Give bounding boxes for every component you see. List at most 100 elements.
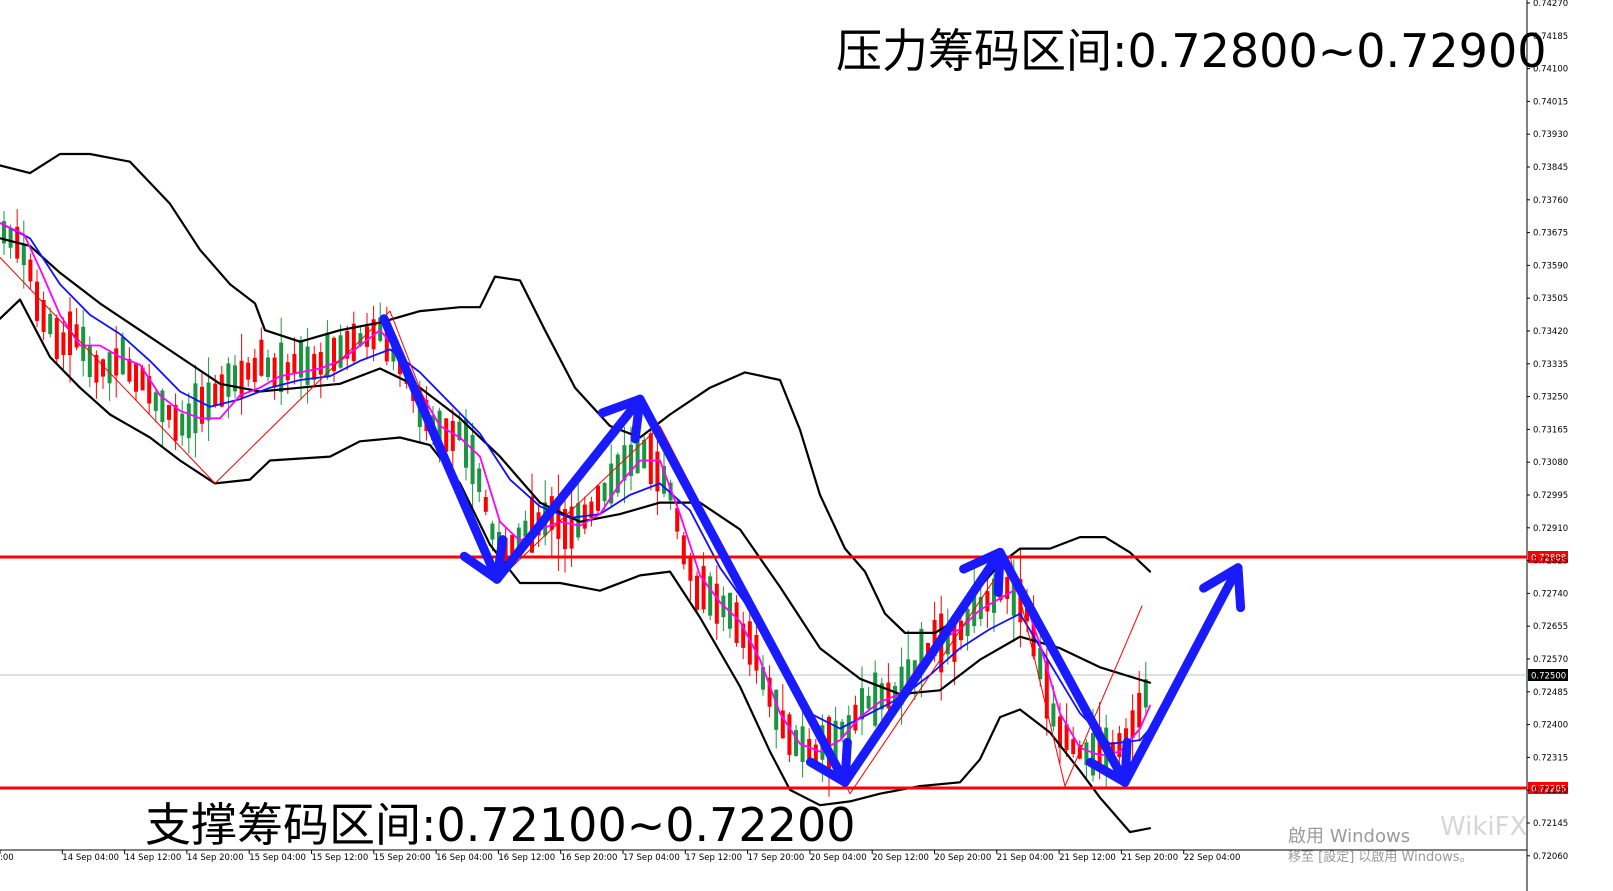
candle-body <box>556 501 561 539</box>
candle-body <box>206 382 211 421</box>
candle-body <box>325 332 330 378</box>
x-tick-label: 21 Sep 04:00 <box>997 853 1054 863</box>
candle-body <box>186 403 191 439</box>
activate-windows-subtitle: 移至 [設定] 以啟用 Windows。 <box>1288 850 1473 865</box>
candle-body <box>378 317 383 341</box>
y-tick-label: 0.73845 <box>1533 163 1568 173</box>
candle-body <box>602 482 607 502</box>
y-tick-label: 0.72485 <box>1533 688 1568 698</box>
y-tick-label: 0.73165 <box>1533 425 1568 435</box>
candle-body <box>695 575 699 610</box>
level-price-label-1: 0.72205 <box>1531 785 1566 795</box>
candle-body <box>134 363 138 392</box>
candle-body <box>662 466 666 494</box>
candle-body <box>952 620 957 662</box>
candle-body <box>173 404 178 441</box>
candle-body <box>629 444 633 477</box>
candle-body <box>622 445 627 481</box>
candle-body <box>675 508 680 532</box>
candle-body <box>827 716 831 769</box>
x-tick-label: 16 Sep 12:00 <box>498 853 555 863</box>
candle-body <box>635 439 640 474</box>
candle-body <box>893 686 897 701</box>
candle-body <box>279 342 284 393</box>
candle-body <box>734 602 739 643</box>
candle-body <box>503 537 508 565</box>
candle-body <box>1038 647 1043 679</box>
candle-body <box>160 390 165 423</box>
candle-body <box>840 721 845 738</box>
candle-body <box>992 578 996 613</box>
candle-body <box>1051 703 1056 727</box>
candle-body <box>860 688 864 720</box>
candle-body <box>127 359 132 382</box>
candle-body <box>655 451 660 492</box>
candle-body <box>945 625 950 655</box>
candle-body <box>886 682 891 709</box>
candle-body <box>807 738 812 759</box>
candle-body <box>477 468 482 493</box>
candle-body <box>21 243 26 266</box>
x-tick-label: 20 Sep 12:00 <box>872 853 929 863</box>
resistance-zone-annotation: 压力筹码区间:0.72800~0.72900 <box>836 24 1547 78</box>
candle-body <box>299 339 303 378</box>
candle-body <box>615 454 620 493</box>
candle-body <box>926 642 930 660</box>
y-tick-label: 0.72995 <box>1533 491 1568 501</box>
support-zone-annotation: 支撑筹码区间:0.72100~0.72200 <box>145 798 856 852</box>
bollinger-middle-band <box>0 237 1152 696</box>
candle-body <box>259 339 264 376</box>
y-tick-label: 0.72910 <box>1533 524 1568 534</box>
y-tick-label: 0.72570 <box>1533 655 1568 665</box>
candle-body <box>787 714 792 755</box>
candle-body <box>523 520 528 537</box>
x-tick-label: :00 <box>0 853 14 863</box>
y-tick-label: 0.73080 <box>1533 458 1568 468</box>
x-tick-label: 14 Sep 20:00 <box>187 853 244 863</box>
candle-body <box>61 332 66 356</box>
zigzag-indicator <box>0 256 1143 795</box>
candle-body <box>774 689 779 730</box>
candle-body <box>345 331 350 359</box>
trend-arrow-shaft <box>1120 563 1243 787</box>
candle-body <box>1117 733 1122 758</box>
candle-body <box>470 435 475 485</box>
candle-body <box>233 365 237 392</box>
candle-body <box>252 357 257 383</box>
y-tick-label: 0.73335 <box>1533 360 1568 370</box>
level-price-tag-1 <box>1528 782 1568 794</box>
candle-body <box>305 346 310 385</box>
y-tick-label: 0.74270 <box>1533 0 1568 9</box>
candle-body <box>490 523 495 540</box>
candle-body <box>246 362 251 380</box>
candle-body <box>866 695 871 709</box>
x-tick-label: 14 Sep 04:00 <box>62 853 119 863</box>
candle-body <box>510 534 515 555</box>
candle-body <box>972 585 977 627</box>
candle-body <box>120 336 125 375</box>
trend-arrow-shaft <box>379 314 502 584</box>
candle-body <box>74 324 79 348</box>
x-tick-label: 16 Sep 04:00 <box>436 853 493 863</box>
candle-body <box>193 383 198 434</box>
candle-body <box>226 363 231 397</box>
candle-body <box>899 666 904 705</box>
candle-body <box>107 352 112 384</box>
candle-body <box>41 300 46 332</box>
candle-body <box>140 367 145 391</box>
candle-body <box>312 353 317 380</box>
candle-body <box>1064 724 1069 751</box>
candle-body <box>318 352 323 375</box>
y-tick-label: 0.74185 <box>1533 32 1568 42</box>
candle-body <box>780 710 785 739</box>
y-tick-label: 0.74100 <box>1533 65 1568 75</box>
candle-body <box>701 566 706 610</box>
y-tick-label: 0.73420 <box>1533 327 1568 337</box>
candle-body <box>853 704 858 731</box>
trend-arrow-head <box>1199 563 1246 613</box>
candle-body <box>813 744 818 765</box>
candle-body <box>114 348 119 376</box>
candle-body <box>285 362 290 381</box>
x-tick-label: 15 Sep 04:00 <box>249 853 306 863</box>
candle-body <box>8 228 13 248</box>
